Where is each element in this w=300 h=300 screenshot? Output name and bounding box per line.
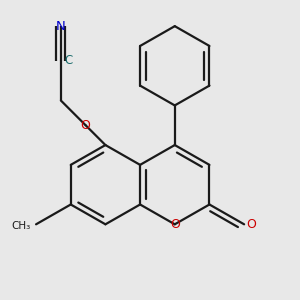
Text: C: C [64, 54, 73, 67]
Text: O: O [81, 119, 91, 132]
Text: CH₃: CH₃ [12, 221, 31, 231]
Text: N: N [56, 20, 66, 33]
Text: O: O [170, 218, 180, 231]
Text: O: O [246, 218, 256, 231]
